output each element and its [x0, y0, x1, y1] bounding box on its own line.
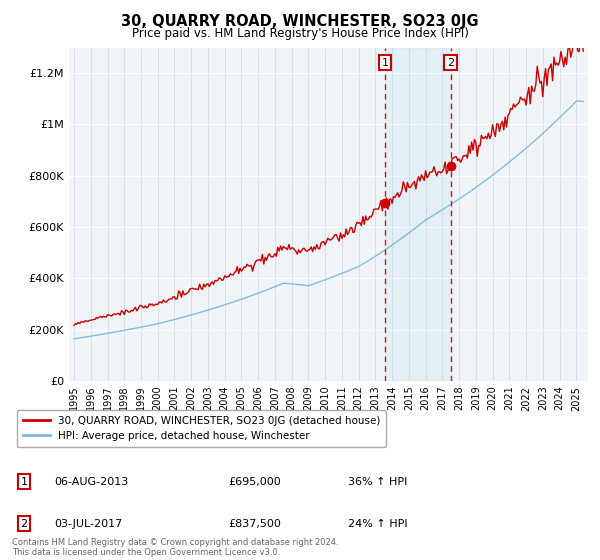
Text: £837,500: £837,500 — [228, 519, 281, 529]
Text: 36% ↑ HPI: 36% ↑ HPI — [348, 477, 407, 487]
Text: 24% ↑ HPI: 24% ↑ HPI — [348, 519, 407, 529]
Text: 2: 2 — [20, 519, 28, 529]
Text: Price paid vs. HM Land Registry's House Price Index (HPI): Price paid vs. HM Land Registry's House … — [131, 27, 469, 40]
Text: 03-JUL-2017: 03-JUL-2017 — [54, 519, 122, 529]
Text: 1: 1 — [20, 477, 28, 487]
Text: Contains HM Land Registry data © Crown copyright and database right 2024.
This d: Contains HM Land Registry data © Crown c… — [12, 538, 338, 557]
Bar — [385, 48, 451, 381]
Text: 06-AUG-2013: 06-AUG-2013 — [54, 477, 128, 487]
Legend: 30, QUARRY ROAD, WINCHESTER, SO23 0JG (detached house), HPI: Average price, deta: 30, QUARRY ROAD, WINCHESTER, SO23 0JG (d… — [17, 409, 386, 447]
Text: 30, QUARRY ROAD, WINCHESTER, SO23 0JG: 30, QUARRY ROAD, WINCHESTER, SO23 0JG — [121, 14, 479, 29]
Text: £695,000: £695,000 — [228, 477, 281, 487]
Text: 2: 2 — [447, 58, 454, 68]
Text: 1: 1 — [382, 58, 389, 68]
